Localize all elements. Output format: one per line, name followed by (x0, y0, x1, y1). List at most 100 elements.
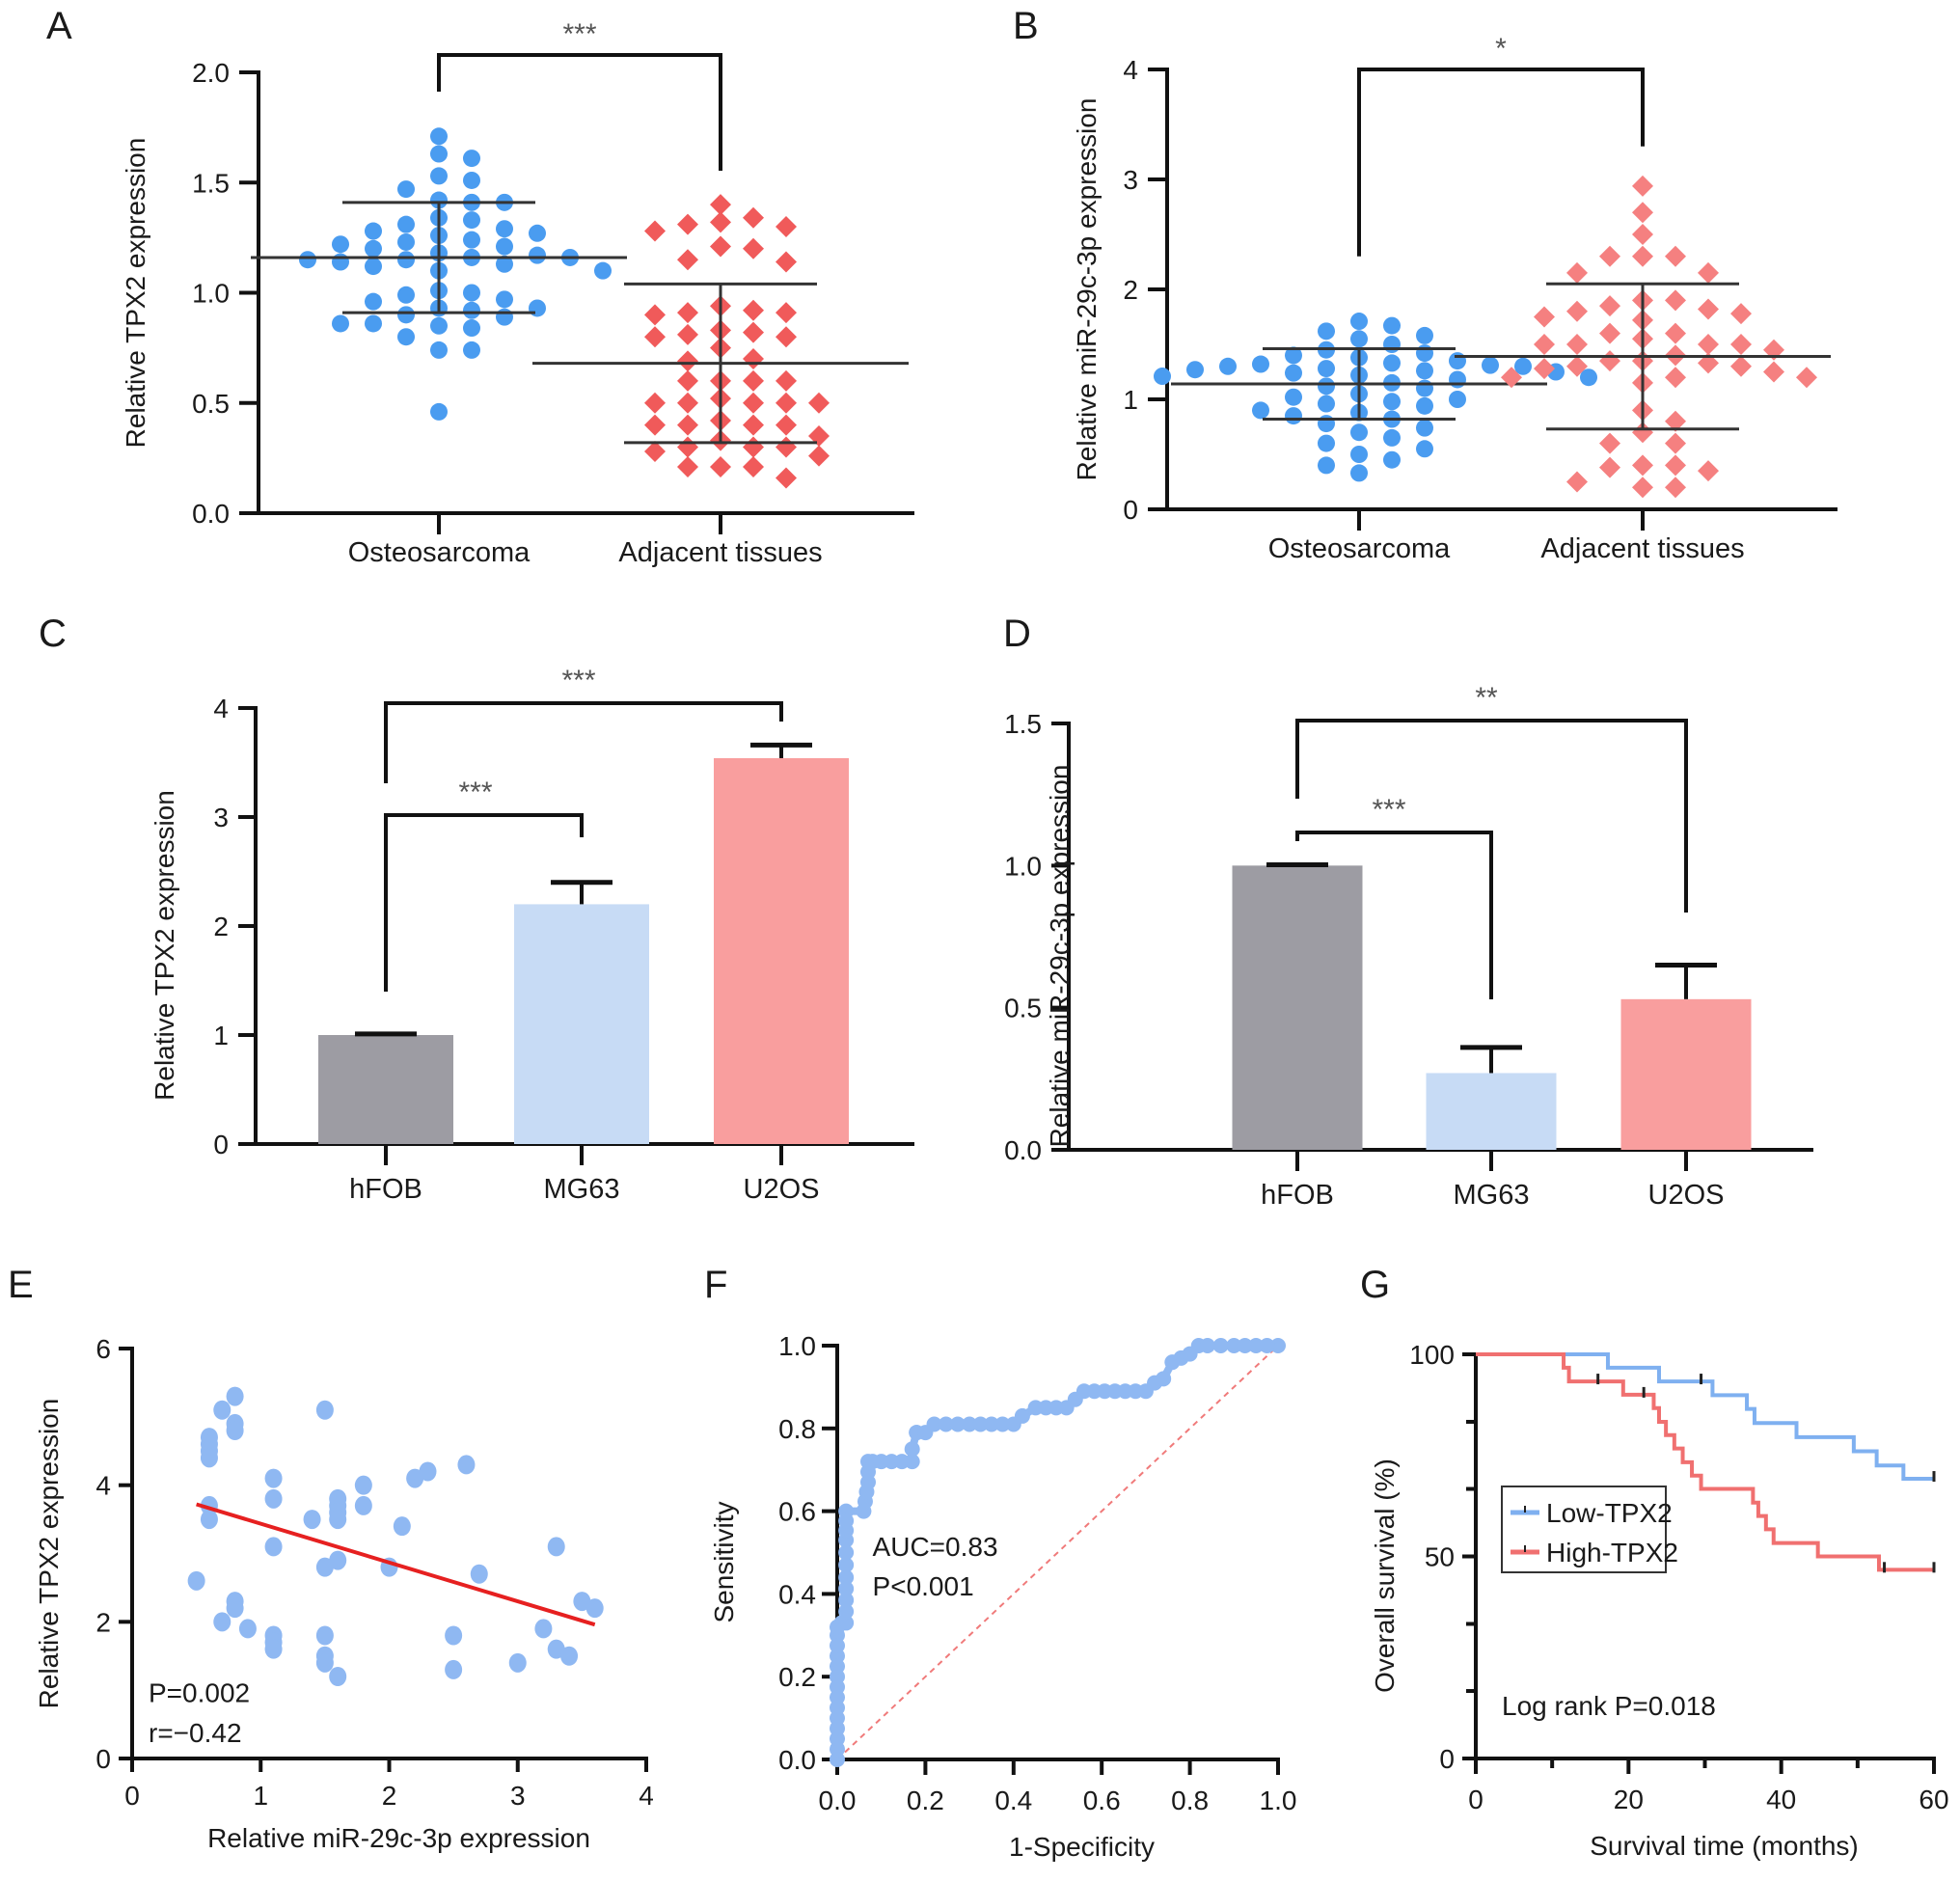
data-point (1665, 477, 1686, 499)
y-tick-label: 1 (1123, 385, 1138, 415)
x-tick-label: 60 (1919, 1785, 1948, 1814)
data-point (303, 1510, 321, 1530)
data-point (776, 251, 797, 273)
y-tick-label: 0.4 (778, 1579, 816, 1609)
significance-bracket: *** (437, 18, 722, 171)
x-category-label: U2OS (744, 1174, 820, 1205)
data-point (1599, 350, 1620, 372)
data-point (264, 1639, 283, 1659)
data-point (1514, 357, 1532, 375)
data-point (1665, 289, 1686, 312)
data-point (1383, 393, 1401, 411)
bar (318, 1035, 453, 1144)
data-point (299, 251, 316, 269)
data-point (496, 220, 513, 238)
data-point (1599, 432, 1620, 454)
panel-letter: F (704, 1264, 727, 1306)
data-point (213, 1400, 231, 1420)
data-point (1350, 330, 1368, 348)
y-tick-label: 50 (1425, 1542, 1455, 1572)
significance-label: *** (562, 18, 596, 50)
data-point (365, 314, 382, 333)
roc-point (838, 1513, 855, 1529)
data-point (743, 436, 764, 458)
data-point (365, 222, 382, 240)
y-axis-title: Relative TPX2 expression (34, 1399, 64, 1709)
y-tick-label: 1.5 (192, 168, 230, 198)
roc-point (859, 1463, 876, 1480)
data-point (397, 232, 415, 251)
data-point (585, 1598, 604, 1619)
data-point (1318, 360, 1335, 378)
data-point (743, 456, 764, 478)
data-point (677, 249, 698, 271)
data-point (1665, 245, 1686, 267)
data-point (430, 402, 448, 421)
data-point (430, 127, 448, 146)
roc-point (838, 1557, 855, 1573)
panel-g: G 0 50 100 0 20 40 60 Overall survival (%) Surviv… (1360, 1264, 1949, 1861)
x-category-label: hFOB (1261, 1180, 1334, 1211)
roc-point (894, 1454, 911, 1470)
roc-point (1212, 1338, 1229, 1353)
roc-point (962, 1416, 978, 1432)
data-point (226, 1421, 244, 1440)
data-point (534, 1619, 553, 1639)
y-tick-label: 2 (1123, 275, 1138, 305)
data-point (1534, 334, 1555, 355)
panel-b: B 0 1 2 3 4 Relative miR-29c-3p expression Oste… (1013, 5, 1838, 564)
data-point (529, 246, 546, 264)
y-tick-label: 4 (95, 1471, 111, 1501)
legend-label: Low-TPX2 (1546, 1498, 1673, 1528)
data-point (457, 1455, 476, 1475)
roc-point (830, 1638, 845, 1654)
data-point (264, 1488, 283, 1509)
data-point (463, 231, 480, 249)
data-point (644, 326, 666, 348)
roc-point (1199, 1338, 1215, 1353)
panel-letter: B (1013, 5, 1039, 47)
data-point (200, 1510, 218, 1530)
data-point (1599, 245, 1620, 267)
data-point (365, 258, 382, 276)
data-point (1285, 407, 1302, 425)
data-point (1632, 202, 1653, 224)
roc-point (830, 1700, 845, 1716)
roc-point (838, 1569, 855, 1586)
data-point (677, 323, 698, 345)
roc-point (1156, 1371, 1172, 1387)
data-point (1318, 415, 1335, 433)
data-point (1698, 298, 1719, 320)
data-point (1318, 395, 1335, 413)
data-point (1252, 355, 1269, 373)
data-point (1383, 336, 1401, 353)
data-point (470, 1564, 488, 1584)
roc-point (838, 1592, 855, 1608)
roc-point (830, 1678, 845, 1695)
x-tick-label: 0.0 (819, 1786, 857, 1815)
roc-point (1259, 1338, 1275, 1353)
legend: Low-TPX2 High-TPX2 (1501, 1486, 1678, 1573)
roc-point (949, 1416, 966, 1432)
y-axis-title: Relative miR-29c-3p expression (1072, 98, 1102, 481)
y-tick-label: 3 (213, 803, 229, 832)
roc-point (904, 1441, 920, 1458)
data-point (226, 1386, 244, 1406)
data-point (1416, 419, 1433, 437)
data-point (677, 456, 698, 478)
data-point (329, 1667, 347, 1686)
y-axis-title: Relative TPX2 expression (150, 790, 179, 1101)
data-point (1566, 300, 1588, 322)
data-point (776, 414, 797, 436)
x-tick-label: 3 (510, 1781, 526, 1811)
data-point (743, 348, 764, 370)
series-osteosarcoma (251, 127, 627, 421)
data-point (1599, 295, 1620, 317)
bracket-line (1295, 719, 1688, 913)
significance-label: ** (1475, 682, 1498, 714)
data-point (264, 1468, 283, 1488)
significance-bracket: *** (384, 665, 783, 783)
data-point (1698, 261, 1719, 284)
data-point (226, 1598, 244, 1619)
data-point (1350, 464, 1368, 482)
